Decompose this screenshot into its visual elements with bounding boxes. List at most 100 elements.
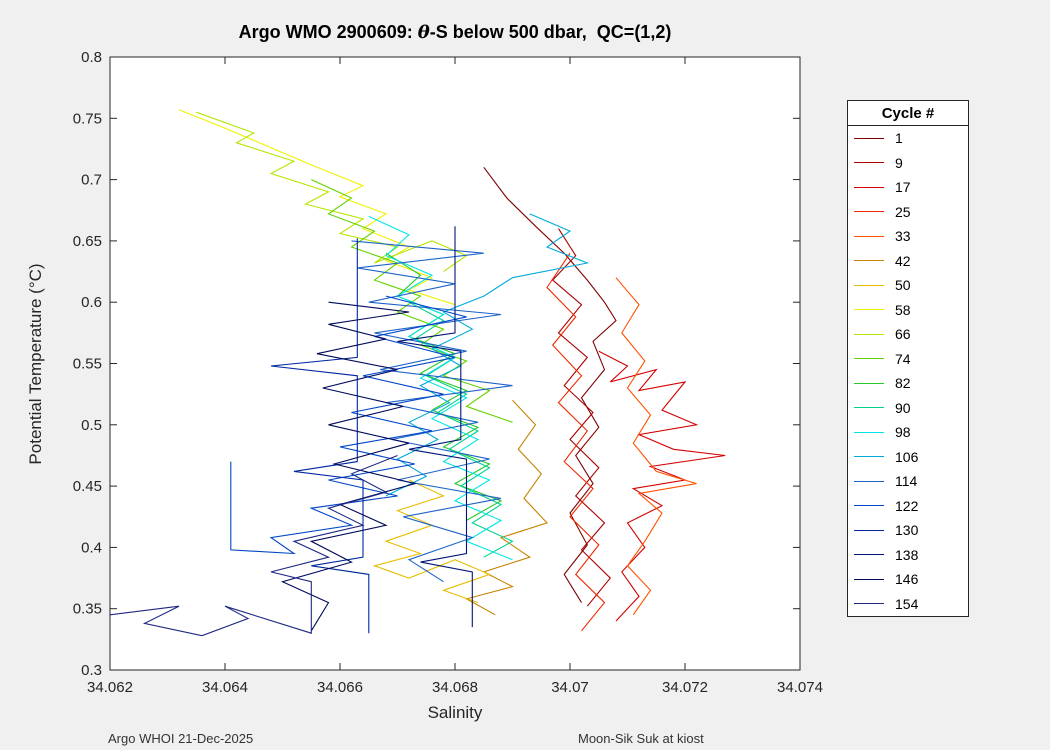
legend-line-swatch — [854, 529, 884, 531]
y-tick-label: 0.3 — [81, 662, 102, 679]
legend-entry-label: 114 — [895, 473, 918, 490]
y-tick-label: 0.35 — [73, 601, 102, 618]
legend-entry: 106 — [848, 445, 968, 470]
legend-entry-label: 106 — [895, 448, 919, 465]
y-tick-label: 0.7 — [81, 172, 102, 189]
series-line-74 — [311, 179, 513, 423]
series-line-154 — [110, 454, 398, 637]
x-tick-label: 34.064 — [202, 679, 248, 696]
legend-entry: 130 — [848, 518, 968, 543]
legend-entry: 58 — [848, 298, 968, 323]
legend-line-swatch — [854, 260, 884, 262]
footer-left-text: Argo WHOI 21-Dec-2025 — [108, 731, 254, 746]
series-line-42 — [465, 399, 548, 616]
legend-entry-label: 138 — [895, 546, 919, 563]
legend-entry-label: 17 — [895, 179, 911, 196]
series-line-138 — [397, 226, 473, 628]
series-line-50 — [372, 479, 492, 604]
legend-line-swatch — [854, 211, 884, 213]
legend-entry: 146 — [848, 567, 968, 592]
legend-line-swatch — [854, 456, 884, 458]
legend-entry: 9 — [848, 151, 968, 176]
legend-entry-label: 33 — [895, 228, 911, 245]
legend-line-swatch — [854, 603, 884, 605]
legend-line-swatch — [854, 284, 884, 286]
legend-entry-label: 130 — [895, 522, 919, 539]
legend-entry: 1 — [848, 126, 968, 151]
legend-entry: 98 — [848, 420, 968, 445]
x-tick-label: 34.066 — [317, 679, 363, 696]
series-line-17 — [598, 350, 726, 622]
legend-entry-label: 1 — [895, 130, 903, 147]
legend-entry: 50 — [848, 273, 968, 298]
x-tick-label: 34.068 — [432, 679, 478, 696]
legend-entry: 114 — [848, 469, 968, 494]
series-line-66 — [196, 111, 468, 273]
legend-entry-label: 66 — [895, 326, 911, 343]
legend-line-swatch — [854, 309, 884, 311]
chart-title-theta: θ — [417, 22, 430, 43]
legend-line-swatch — [854, 505, 884, 507]
series-line-130 — [270, 238, 370, 634]
y-tick-label: 0.6 — [81, 294, 102, 311]
series-line-98 — [368, 215, 513, 561]
x-tick-label: 34.072 — [662, 679, 708, 696]
legend-entry: 138 — [848, 543, 968, 568]
series-line-33 — [615, 277, 697, 616]
legend-line-swatch — [854, 137, 884, 139]
series-line-25 — [546, 252, 606, 632]
legend-items: 1 9 17 25 33 42 50 58 66 74 82 90 98 106 114 122 130 138 1… — [848, 126, 968, 616]
legend-line-swatch — [854, 333, 884, 335]
legend-entry-label: 9 — [895, 154, 903, 171]
chart-title-post: -S below 500 dbar, QC=(1,2) — [429, 22, 672, 42]
x-tick-label: 34.062 — [87, 679, 133, 696]
legend-line-swatch — [854, 382, 884, 384]
legend-entry: 90 — [848, 396, 968, 421]
legend-entry: 25 — [848, 200, 968, 225]
legend-entry: 42 — [848, 249, 968, 274]
legend: Cycle # 1 9 17 25 33 42 50 58 66 74 82 90 98 106 114 12… — [847, 100, 969, 617]
legend-line-swatch — [854, 235, 884, 237]
legend-entry: 66 — [848, 322, 968, 347]
legend-entry-label: 90 — [895, 399, 911, 416]
footer-right-text: Moon-Sik Suk at kiost — [578, 731, 704, 746]
legend-entry-label: 74 — [895, 350, 911, 367]
series-line-122 — [230, 295, 467, 555]
legend-entry-label: 50 — [895, 277, 911, 294]
legend-entry: 122 — [848, 494, 968, 519]
x-tick-label: 34.07 — [551, 679, 589, 696]
series-line-114 — [351, 240, 513, 583]
series-line-9 — [551, 228, 612, 607]
legend-entry: 17 — [848, 175, 968, 200]
legend-line-swatch — [854, 480, 884, 482]
legend-line-swatch — [854, 162, 884, 164]
legend-entry-label: 58 — [895, 301, 911, 318]
legend-entry-label: 154 — [895, 595, 919, 612]
x-axis-label: Salinity — [427, 703, 483, 722]
legend-entry-label: 146 — [895, 571, 919, 588]
series-line-1 — [483, 166, 617, 603]
chart-title-pre: Argo WMO 2900609: — [238, 22, 418, 42]
legend-line-swatch — [854, 578, 884, 580]
y-tick-label: 0.5 — [81, 417, 102, 434]
x-tick-label: 34.074 — [777, 679, 823, 696]
y-tick-label: 0.8 — [81, 49, 102, 66]
legend-line-swatch — [854, 554, 884, 556]
legend-entry-label: 42 — [895, 252, 911, 269]
y-tick-label: 0.65 — [73, 233, 102, 250]
y-tick-label: 0.45 — [73, 478, 102, 495]
series-group — [110, 109, 726, 637]
legend-line-swatch — [854, 407, 884, 409]
legend-line-swatch — [854, 431, 884, 433]
series-line-58 — [178, 109, 456, 306]
legend-title: Cycle # — [848, 101, 968, 126]
legend-entry: 74 — [848, 347, 968, 372]
legend-entry-label: 82 — [895, 375, 911, 392]
y-axis-label: Potential Temperature (°C) — [26, 263, 45, 465]
legend-entry-label: 122 — [895, 497, 919, 514]
y-tick-label: 0.55 — [73, 356, 102, 373]
series-line-146 — [280, 301, 417, 632]
y-tick-label: 0.4 — [81, 539, 102, 556]
